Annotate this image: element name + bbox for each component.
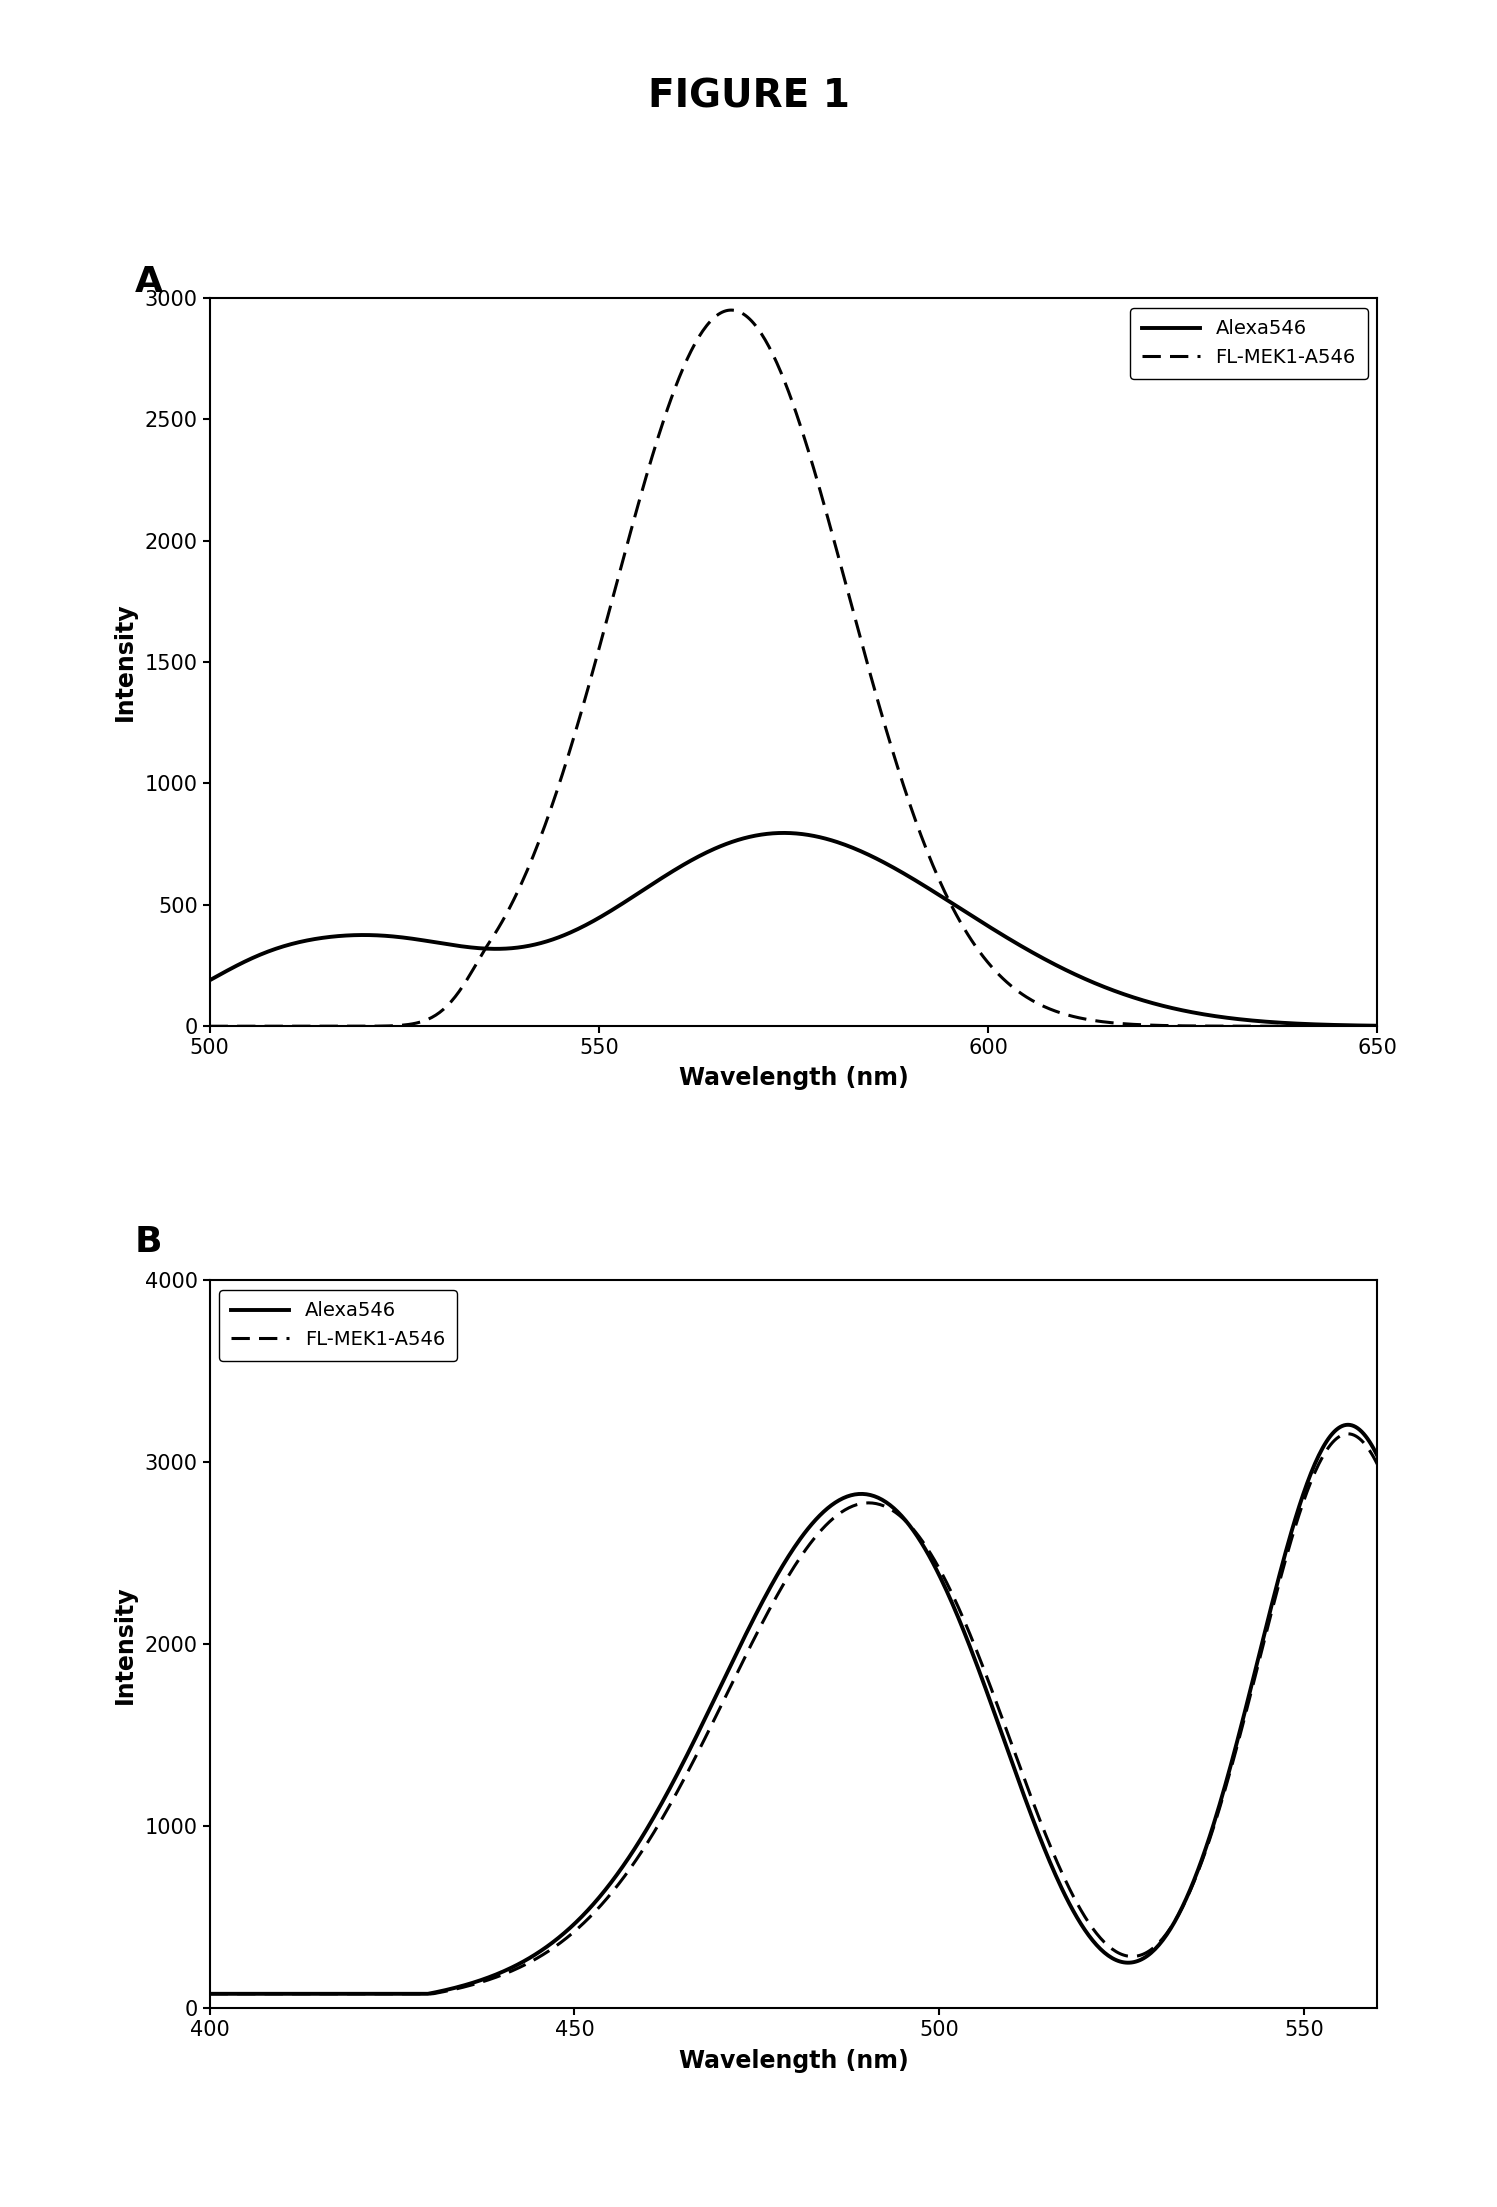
Line: Alexa546: Alexa546: [210, 832, 1377, 1026]
Text: B: B: [135, 1225, 162, 1258]
Alexa546: [729, 1638, 747, 1664]
Alexa546: [1079, 1922, 1097, 1949]
Y-axis label: Intensity: Intensity: [112, 1585, 136, 1704]
FL-MEK1-A546: [1338, 1421, 1356, 1448]
Line: FL-MEK1-A546: FL-MEK1-A546: [210, 1435, 1377, 1993]
FL-MEK1-A546: [982, 953, 1000, 980]
FL-MEK1-A546: [981, 1671, 998, 1697]
Alexa546: [982, 914, 1000, 940]
FL-MEK1-A546: [407, 1011, 425, 1037]
X-axis label: Wavelength (nm): Wavelength (nm): [678, 1066, 909, 1090]
Line: FL-MEK1-A546: FL-MEK1-A546: [210, 311, 1377, 1026]
Alexa546: [407, 927, 425, 953]
Alexa546: [729, 828, 747, 854]
Alexa546: [891, 859, 909, 885]
Legend: Alexa546, FL-MEK1-A546: Alexa546, FL-MEK1-A546: [1130, 307, 1368, 380]
Alexa546: [1368, 1443, 1386, 1470]
FL-MEK1-A546: [201, 1013, 219, 1039]
Alexa546: [889, 1499, 907, 1525]
Y-axis label: Intensity: Intensity: [112, 603, 136, 722]
Alexa546: [407, 1980, 425, 2006]
Alexa546: [501, 1955, 519, 1982]
Alexa546: [1368, 1013, 1386, 1039]
FL-MEK1-A546: [201, 1980, 219, 2006]
FL-MEK1-A546: [501, 1958, 519, 1984]
Line: Alexa546: Alexa546: [210, 1426, 1377, 1993]
FL-MEK1-A546: [501, 894, 519, 920]
FL-MEK1-A546: [1368, 1013, 1386, 1039]
FL-MEK1-A546: [889, 1501, 907, 1527]
FL-MEK1-A546: [1082, 1006, 1100, 1033]
FL-MEK1-A546: [407, 1980, 425, 2006]
FL-MEK1-A546: [1368, 1450, 1386, 1476]
FL-MEK1-A546: [891, 759, 909, 786]
Alexa546: [775, 819, 793, 845]
FL-MEK1-A546: [1079, 1909, 1097, 1936]
Alexa546: [1082, 969, 1100, 995]
Text: A: A: [135, 265, 163, 298]
X-axis label: Wavelength (nm): Wavelength (nm): [678, 2048, 909, 2072]
FL-MEK1-A546: [729, 1657, 747, 1684]
Legend: Alexa546, FL-MEK1-A546: Alexa546, FL-MEK1-A546: [219, 1289, 457, 1362]
Text: FIGURE 1: FIGURE 1: [648, 77, 849, 115]
FL-MEK1-A546: [731, 298, 748, 324]
Alexa546: [981, 1686, 998, 1713]
Alexa546: [501, 936, 519, 962]
Alexa546: [1338, 1412, 1356, 1439]
FL-MEK1-A546: [723, 298, 741, 324]
Alexa546: [201, 1980, 219, 2006]
Alexa546: [201, 967, 219, 993]
